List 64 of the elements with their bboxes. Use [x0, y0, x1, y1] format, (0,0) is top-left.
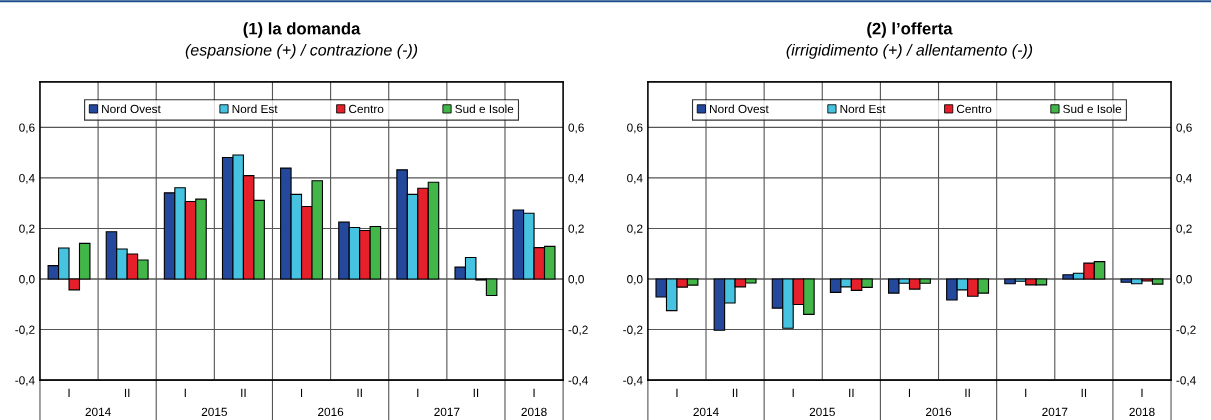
chart-title: (2) l’offerta: [867, 22, 953, 38]
y-tick-label: -0,4: [15, 376, 35, 386]
y2-tick-label: 0,2: [568, 224, 584, 235]
x-tick-label: I: [908, 388, 911, 397]
chart-subtitle: (irrigidimento (+) / allentamento (-)): [786, 43, 1033, 59]
y2-tick-label: 0,4: [1176, 173, 1192, 184]
y-tick-label: 0,0: [19, 275, 35, 285]
y2-tick-label: -0,4: [1176, 376, 1196, 386]
y-tick-label: 0,4: [19, 173, 35, 184]
y2-tick-label: -0,2: [568, 325, 588, 336]
x-tick-label: I: [68, 388, 70, 397]
legend-label: Nord Ovest: [102, 104, 161, 114]
y2-tick-label: -0,2: [1176, 325, 1196, 336]
y-tick-label: 0,4: [627, 173, 643, 184]
legend-label: Centro: [349, 104, 384, 114]
text: 2015: [201, 407, 227, 417]
y-tick-label: 0,2: [19, 224, 35, 235]
chart-title: (1) la domanda: [243, 22, 361, 38]
y2-tick-label: 0,6: [1176, 123, 1192, 134]
x-tick-label: I: [1141, 388, 1143, 397]
legend-label: Centro: [956, 104, 992, 114]
x-tick-label: II: [357, 388, 362, 397]
y2-tick-label: -0,4: [568, 376, 588, 386]
x-tick-label: II: [732, 388, 738, 397]
x-tick-label: II: [241, 388, 246, 397]
x-tick-label: II: [124, 388, 130, 397]
y2-tick-label: 0,0: [568, 275, 584, 285]
x-tick-label: I: [184, 388, 186, 397]
text: 2016: [318, 407, 344, 417]
x-tick-label: I: [300, 388, 303, 397]
x-tick-label: II: [849, 388, 854, 397]
y2-tick-label: 0,0: [1176, 275, 1192, 285]
legend-label: Nord Est: [232, 104, 278, 114]
x-tick-label: II: [473, 388, 479, 397]
y-tick-label: -0,4: [623, 376, 643, 386]
y2-tick-label: 0,2: [1176, 224, 1192, 235]
y-tick-label: -0,2: [623, 325, 643, 336]
x-tick-label: I: [676, 388, 678, 397]
text: 2017: [1042, 407, 1068, 417]
text: 2014: [693, 407, 719, 417]
legend-label: Sud e Isole: [455, 104, 514, 114]
legend-label: Nord Est: [840, 104, 886, 114]
legend-label: Sud e Isole: [1063, 104, 1122, 114]
y-tick-label: 0,0: [627, 275, 643, 285]
x-tick-label: I: [792, 388, 794, 397]
y-tick-label: 0,6: [19, 123, 35, 134]
x-tick-label: I: [417, 388, 419, 397]
text: 2016: [925, 407, 952, 417]
text: 2018: [1129, 407, 1155, 417]
y2-tick-label: 0,6: [568, 123, 584, 134]
text: 2014: [85, 407, 111, 417]
y-tick-label: 0,6: [627, 123, 643, 134]
x-tick-label: II: [965, 388, 970, 397]
text: 2017: [434, 407, 460, 417]
y-tick-label: 0,2: [627, 224, 643, 235]
legend-label: Nord Ovest: [710, 104, 769, 114]
x-tick-label: I: [1025, 388, 1027, 397]
chart-subtitle: (espansione (+) / contrazione (-)): [185, 43, 418, 59]
x-tick-label: II: [1081, 388, 1087, 397]
text: 2015: [809, 407, 835, 417]
y-tick-label: -0,2: [15, 325, 35, 336]
y2-tick-label: 0,4: [568, 173, 585, 184]
x-tick-label: I: [533, 388, 535, 397]
text: 2018: [521, 407, 547, 417]
